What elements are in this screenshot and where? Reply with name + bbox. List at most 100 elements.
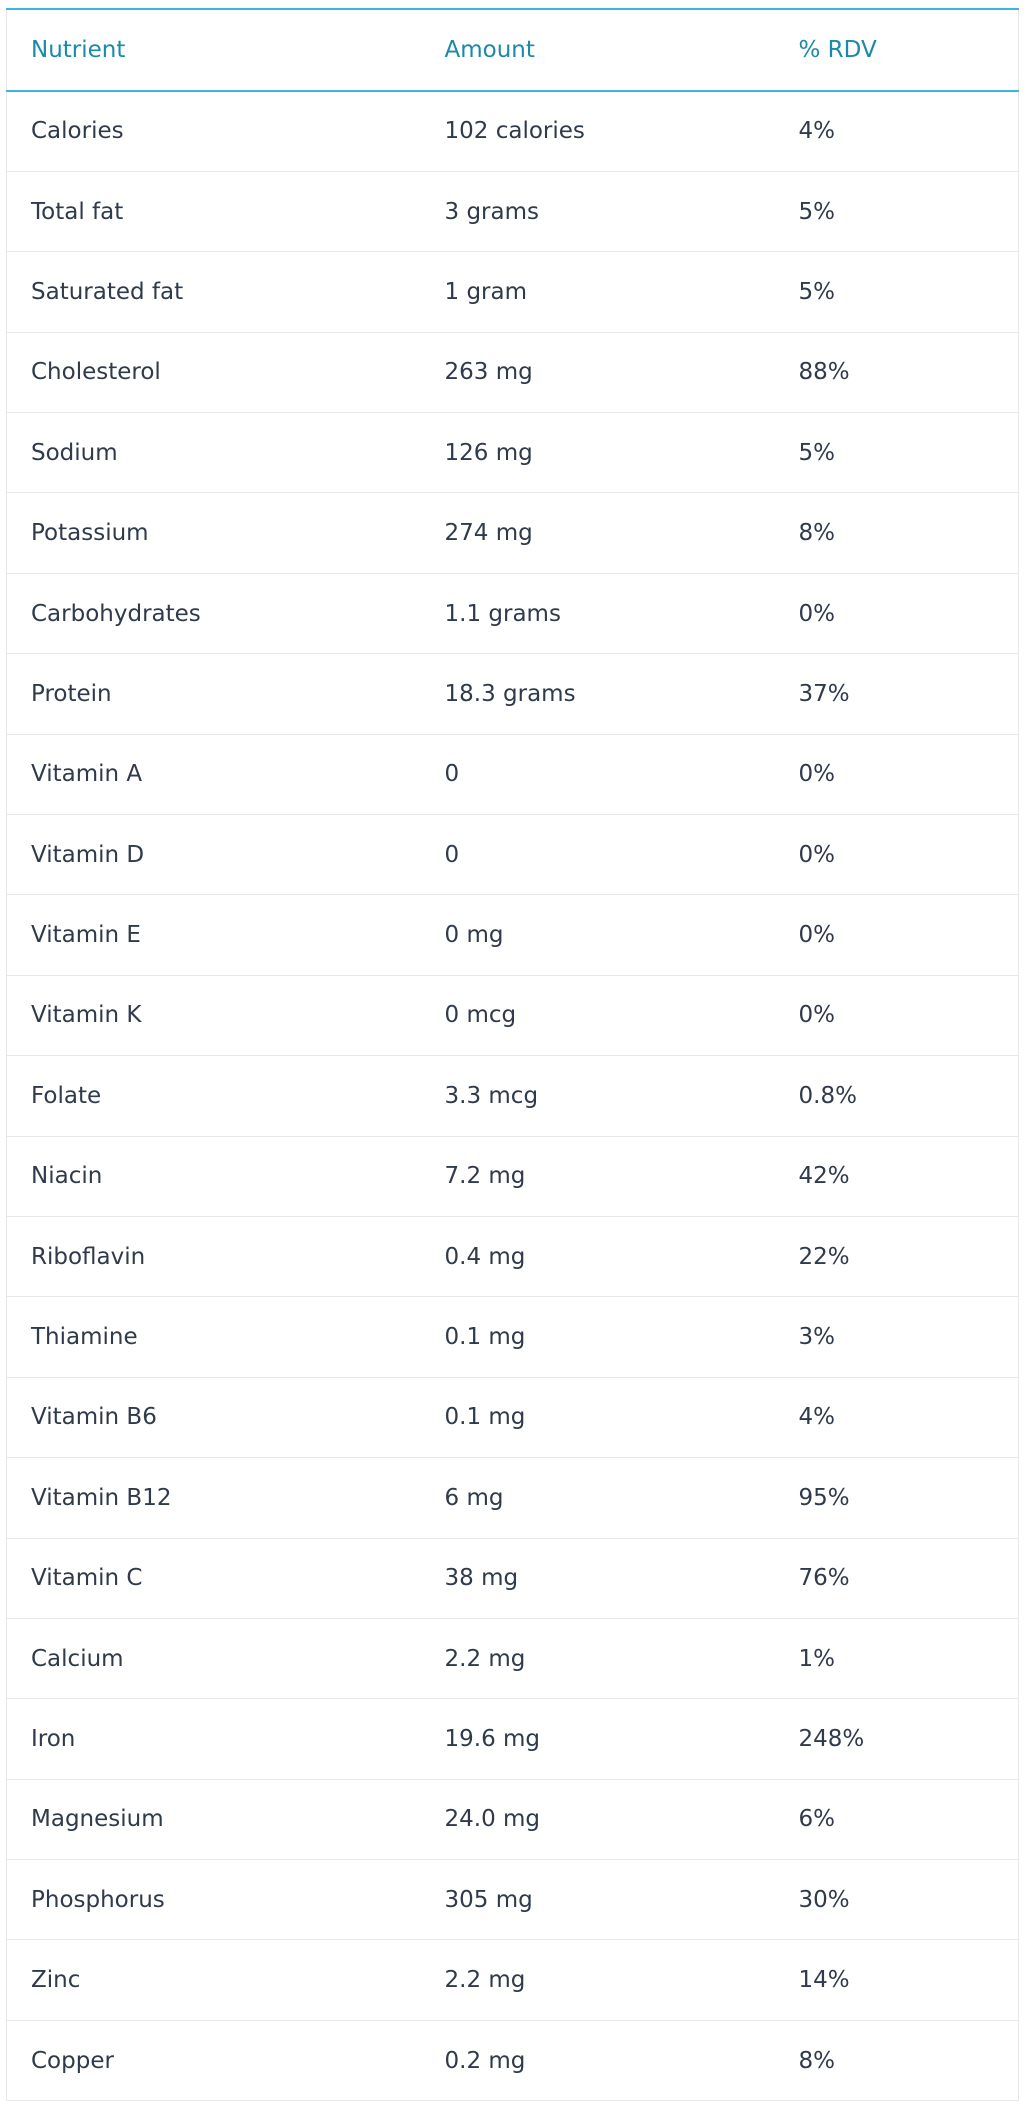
rdv-cell: 95% <box>774 1457 1019 1539</box>
rdv-cell: 88% <box>774 331 1019 414</box>
column-header-amount: Amount <box>420 8 775 92</box>
amount-cell: 3 grams <box>420 170 775 253</box>
table-row: Iron 19.6 mg 248% <box>6 1698 1019 1780</box>
nutrition-table: Nutrient Amount % RDV Calories 102 calori… <box>6 8 1019 2102</box>
rdv-cell: 4% <box>774 90 1019 172</box>
amount-cell: 0 <box>420 814 775 896</box>
nutrient-cell: Copper <box>6 2019 421 2102</box>
amount-cell: 126 mg <box>420 412 775 494</box>
rdv-cell: 6% <box>774 1778 1019 1861</box>
rdv-cell: 76% <box>774 1537 1019 1619</box>
rdv-cell: 4% <box>774 1376 1019 1459</box>
table-row: Calories 102 calories 4% <box>6 90 1019 172</box>
column-header-rdv: % RDV <box>774 8 1019 92</box>
table-row: Vitamin B6 0.1 mg 4% <box>6 1376 1019 1459</box>
amount-cell: 0 mg <box>420 894 775 976</box>
rdv-cell: 37% <box>774 653 1019 735</box>
table-row: Sodium 126 mg 5% <box>6 412 1019 494</box>
rdv-cell: 8% <box>774 492 1019 574</box>
table-body: Calories 102 calories 4% Total fat 3 grams 5%… <box>6 90 1019 2102</box>
nutrient-cell: Total fat <box>6 170 421 253</box>
amount-cell: 6 mg <box>420 1457 775 1539</box>
table-row: Riboflavin 0.4 mg 22% <box>6 1215 1019 1298</box>
rdv-cell: 0% <box>774 733 1019 816</box>
nutrient-cell: Vitamin E <box>6 894 421 976</box>
nutrient-cell: Niacin <box>6 1135 421 1217</box>
table-row: Carbohydrates 1.1 grams 0% <box>6 572 1019 655</box>
nutrient-cell: Vitamin D <box>6 814 421 896</box>
amount-cell: 102 calories <box>420 90 775 172</box>
rdv-cell: 248% <box>774 1698 1019 1780</box>
nutrient-cell: Sodium <box>6 412 421 494</box>
rdv-cell: 0% <box>774 974 1019 1057</box>
amount-cell: 3.3 mcg <box>420 1055 775 1137</box>
table-row: Vitamin C 38 mg 76% <box>6 1537 1019 1619</box>
nutrient-cell: Calcium <box>6 1617 421 1700</box>
amount-cell: 7.2 mg <box>420 1135 775 1217</box>
nutrient-cell: Protein <box>6 653 421 735</box>
amount-cell: 0.4 mg <box>420 1215 775 1298</box>
table-row: Zinc 2.2 mg 14% <box>6 1939 1019 2021</box>
nutrient-cell: Cholesterol <box>6 331 421 414</box>
rdv-cell: 8% <box>774 2019 1019 2102</box>
rdv-cell: 0% <box>774 894 1019 976</box>
table-row: Magnesium 24.0 mg 6% <box>6 1778 1019 1861</box>
table-row: Total fat 3 grams 5% <box>6 170 1019 253</box>
nutrient-cell: Vitamin A <box>6 733 421 816</box>
amount-cell: 0.2 mg <box>420 2019 775 2102</box>
column-header-nutrient: Nutrient <box>6 8 421 92</box>
rdv-cell: 5% <box>774 412 1019 494</box>
rdv-cell: 0% <box>774 814 1019 896</box>
amount-cell: 0 mcg <box>420 974 775 1057</box>
amount-cell: 24.0 mg <box>420 1778 775 1861</box>
rdv-cell: 30% <box>774 1859 1019 1941</box>
nutrient-cell: Carbohydrates <box>6 572 421 655</box>
rdv-cell: 14% <box>774 1939 1019 2021</box>
table-row: Niacin 7.2 mg 42% <box>6 1135 1019 1217</box>
rdv-cell: 5% <box>774 251 1019 333</box>
nutrient-cell: Vitamin B6 <box>6 1376 421 1459</box>
rdv-cell: 1% <box>774 1617 1019 1700</box>
nutrient-cell: Magnesium <box>6 1778 421 1861</box>
amount-cell: 1 gram <box>420 251 775 333</box>
nutrient-cell: Vitamin B12 <box>6 1457 421 1539</box>
table-row: Vitamin A 0 0% <box>6 733 1019 816</box>
rdv-cell: 5% <box>774 170 1019 253</box>
rdv-cell: 3% <box>774 1296 1019 1378</box>
nutrient-cell: Iron <box>6 1698 421 1780</box>
table-row: Vitamin B12 6 mg 95% <box>6 1457 1019 1539</box>
table-row: Phosphorus 305 mg 30% <box>6 1859 1019 1941</box>
amount-cell: 19.6 mg <box>420 1698 775 1780</box>
table-row: Protein 18.3 grams 37% <box>6 653 1019 735</box>
nutrient-cell: Vitamin C <box>6 1537 421 1619</box>
nutrient-cell: Saturated fat <box>6 251 421 333</box>
table-row: Vitamin D 0 0% <box>6 814 1019 896</box>
amount-cell: 0 <box>420 733 775 816</box>
amount-cell: 0.1 mg <box>420 1376 775 1459</box>
nutrient-cell: Phosphorus <box>6 1859 421 1941</box>
table-header: Nutrient Amount % RDV <box>6 8 1019 92</box>
rdv-cell: 22% <box>774 1215 1019 1298</box>
nutrition-table-container: Nutrient Amount % RDV Calories 102 calori… <box>6 8 1019 2102</box>
nutrient-cell: Zinc <box>6 1939 421 2021</box>
amount-cell: 263 mg <box>420 331 775 414</box>
table-row: Calcium 2.2 mg 1% <box>6 1617 1019 1700</box>
nutrient-cell: Potassium <box>6 492 421 574</box>
amount-cell: 38 mg <box>420 1537 775 1619</box>
rdv-cell: 0.8% <box>774 1055 1019 1137</box>
table-row: Potassium 274 mg 8% <box>6 492 1019 574</box>
header-row: Nutrient Amount % RDV <box>6 8 1019 92</box>
nutrient-cell: Riboflavin <box>6 1215 421 1298</box>
rdv-cell: 42% <box>774 1135 1019 1217</box>
amount-cell: 2.2 mg <box>420 1939 775 2021</box>
table-row: Saturated fat 1 gram 5% <box>6 251 1019 333</box>
amount-cell: 0.1 mg <box>420 1296 775 1378</box>
nutrient-cell: Calories <box>6 90 421 172</box>
nutrient-cell: Thiamine <box>6 1296 421 1378</box>
rdv-cell: 0% <box>774 572 1019 655</box>
amount-cell: 18.3 grams <box>420 653 775 735</box>
table-row: Folate 3.3 mcg 0.8% <box>6 1055 1019 1137</box>
nutrient-cell: Folate <box>6 1055 421 1137</box>
